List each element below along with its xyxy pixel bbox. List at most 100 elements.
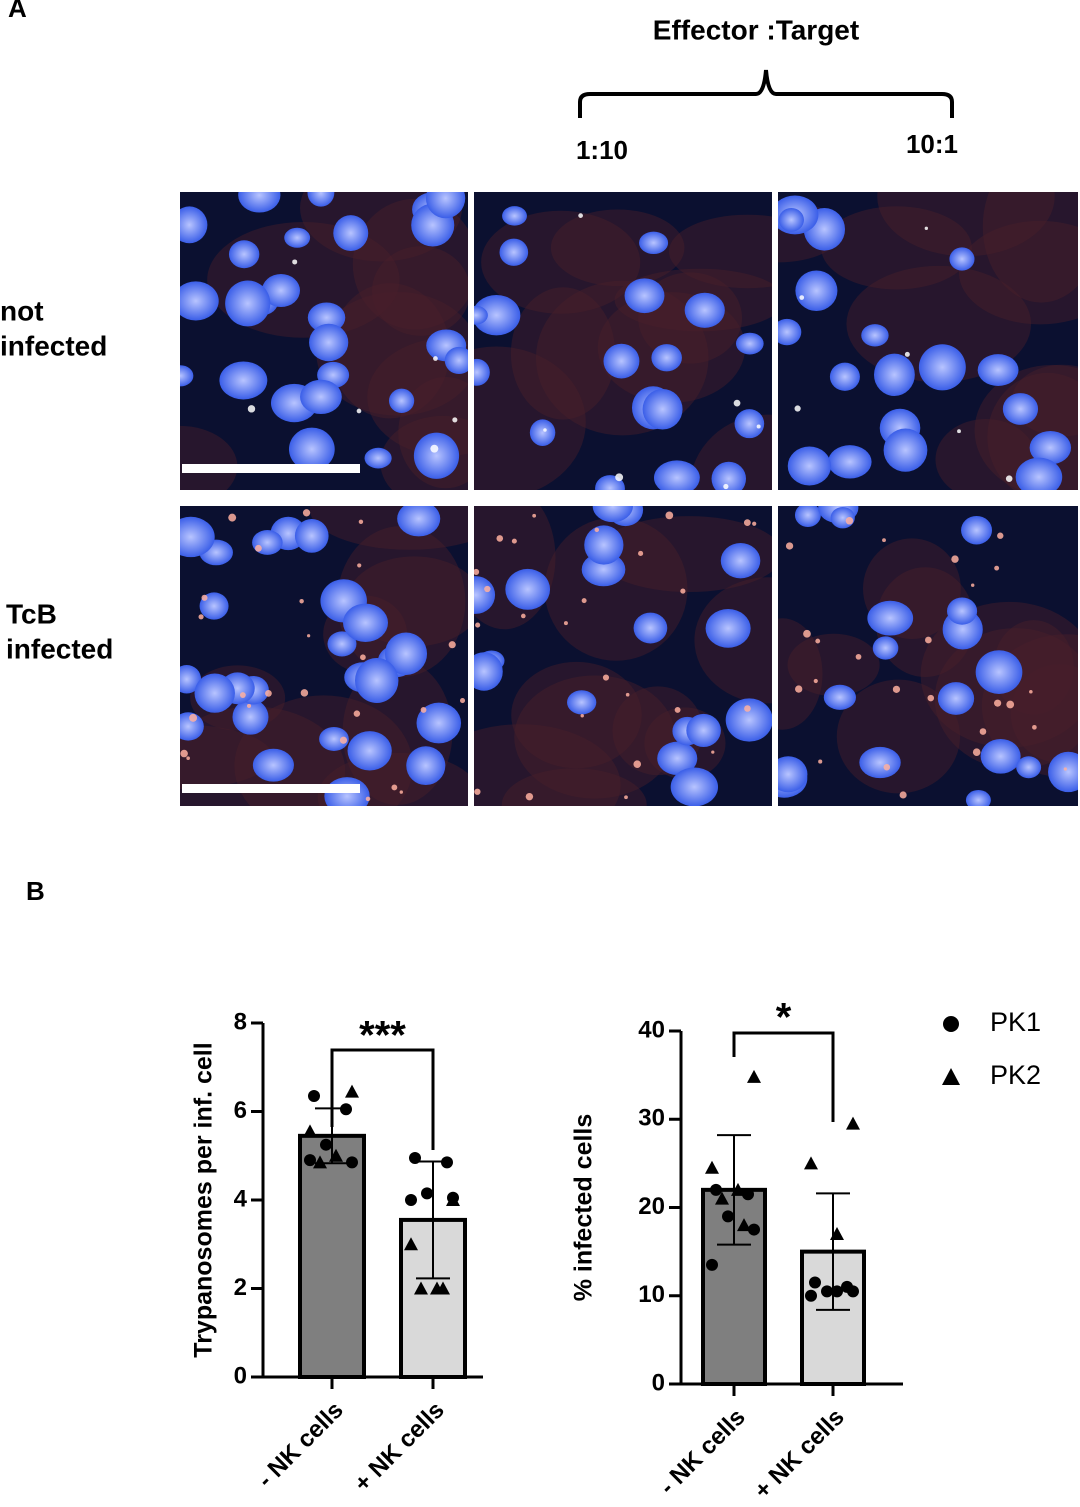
nucleus — [1016, 756, 1042, 779]
speck — [633, 760, 642, 768]
nucleus — [874, 353, 915, 396]
nucleus — [795, 270, 838, 311]
data-point — [303, 1124, 317, 1138]
nucleus — [639, 231, 669, 255]
speck — [815, 638, 821, 644]
nucleus — [872, 636, 899, 660]
speck — [186, 756, 190, 760]
y-tick-label: 2 — [234, 1274, 247, 1301]
y-tick-label: 6 — [234, 1097, 247, 1124]
speck — [803, 629, 811, 638]
speck — [994, 699, 1002, 707]
nucleus — [705, 609, 751, 648]
scale-bar — [182, 464, 360, 473]
speck — [752, 521, 757, 526]
data-point — [846, 1116, 860, 1130]
speck — [1029, 689, 1033, 694]
nucleus — [300, 379, 342, 415]
speck — [883, 763, 891, 771]
x-tick-label: + NK cells — [749, 1404, 850, 1505]
speck — [799, 295, 805, 300]
data-point — [705, 1160, 719, 1174]
speck — [756, 424, 761, 429]
cytoplasm — [371, 246, 468, 336]
speck — [452, 417, 458, 423]
y-tick-label: 4 — [234, 1185, 248, 1212]
micrograph — [180, 192, 468, 490]
data-point — [821, 1285, 833, 1298]
nucleus — [651, 344, 682, 372]
nucleus — [961, 515, 993, 545]
micrograph — [778, 506, 1078, 806]
nucleus — [778, 756, 808, 793]
data-point — [421, 1187, 433, 1200]
nucleus — [505, 568, 551, 610]
speck — [433, 356, 438, 361]
significance: * — [776, 996, 792, 1040]
nucleus — [720, 543, 761, 579]
speck — [581, 598, 587, 604]
speck — [563, 621, 568, 626]
speck — [307, 634, 311, 638]
nucleus — [670, 767, 719, 806]
nucleus — [965, 790, 991, 806]
speck — [292, 259, 298, 265]
speck — [357, 563, 362, 568]
data-point — [831, 1285, 843, 1298]
data-point — [320, 1138, 332, 1151]
nucleus — [180, 712, 204, 741]
nucleus — [684, 292, 725, 328]
nucleus — [657, 741, 698, 776]
cytoplasm — [481, 210, 641, 314]
speck — [904, 351, 910, 357]
speck — [818, 759, 823, 764]
speck — [448, 641, 456, 649]
speck — [578, 213, 583, 218]
speck — [520, 613, 526, 619]
nucleus — [1002, 393, 1039, 425]
nucleus — [319, 726, 349, 751]
nucleus — [567, 690, 597, 715]
cytoplasm — [846, 265, 1032, 383]
micrograph — [474, 506, 772, 806]
speck — [711, 750, 715, 754]
nucleus — [653, 460, 700, 490]
speck — [475, 622, 481, 628]
data-point — [742, 1188, 754, 1201]
data-point — [313, 1155, 327, 1169]
speck — [927, 694, 935, 702]
nucleus — [327, 631, 357, 657]
speck — [892, 685, 901, 693]
legend-marker — [942, 1068, 960, 1085]
nucleus — [413, 432, 460, 479]
significance: *** — [359, 1014, 406, 1058]
nucleus — [474, 295, 521, 336]
nucleus — [180, 516, 215, 558]
data-point — [405, 1194, 417, 1206]
data-point — [304, 1154, 316, 1167]
speck — [580, 713, 584, 718]
speck — [638, 550, 644, 557]
speck — [543, 428, 547, 432]
micrograph — [474, 192, 772, 490]
nucleus — [364, 447, 392, 469]
speck — [532, 513, 537, 518]
nucleus — [416, 702, 462, 744]
nucleus — [474, 305, 488, 325]
x-tick-label: + NK cells — [349, 1397, 450, 1498]
speck — [247, 405, 256, 413]
nucleus — [828, 445, 872, 479]
nucleus — [194, 673, 235, 713]
nucleus — [794, 506, 821, 528]
significance-bracket — [732, 1031, 835, 1122]
y-tick-label: 8 — [234, 1008, 247, 1035]
nucleus — [333, 215, 369, 252]
speck — [339, 736, 348, 744]
speck — [474, 788, 481, 795]
speck — [794, 405, 801, 412]
nucleus — [294, 518, 329, 553]
data-point — [747, 1069, 761, 1083]
nucleus — [384, 632, 428, 675]
nucleus — [1015, 457, 1063, 490]
